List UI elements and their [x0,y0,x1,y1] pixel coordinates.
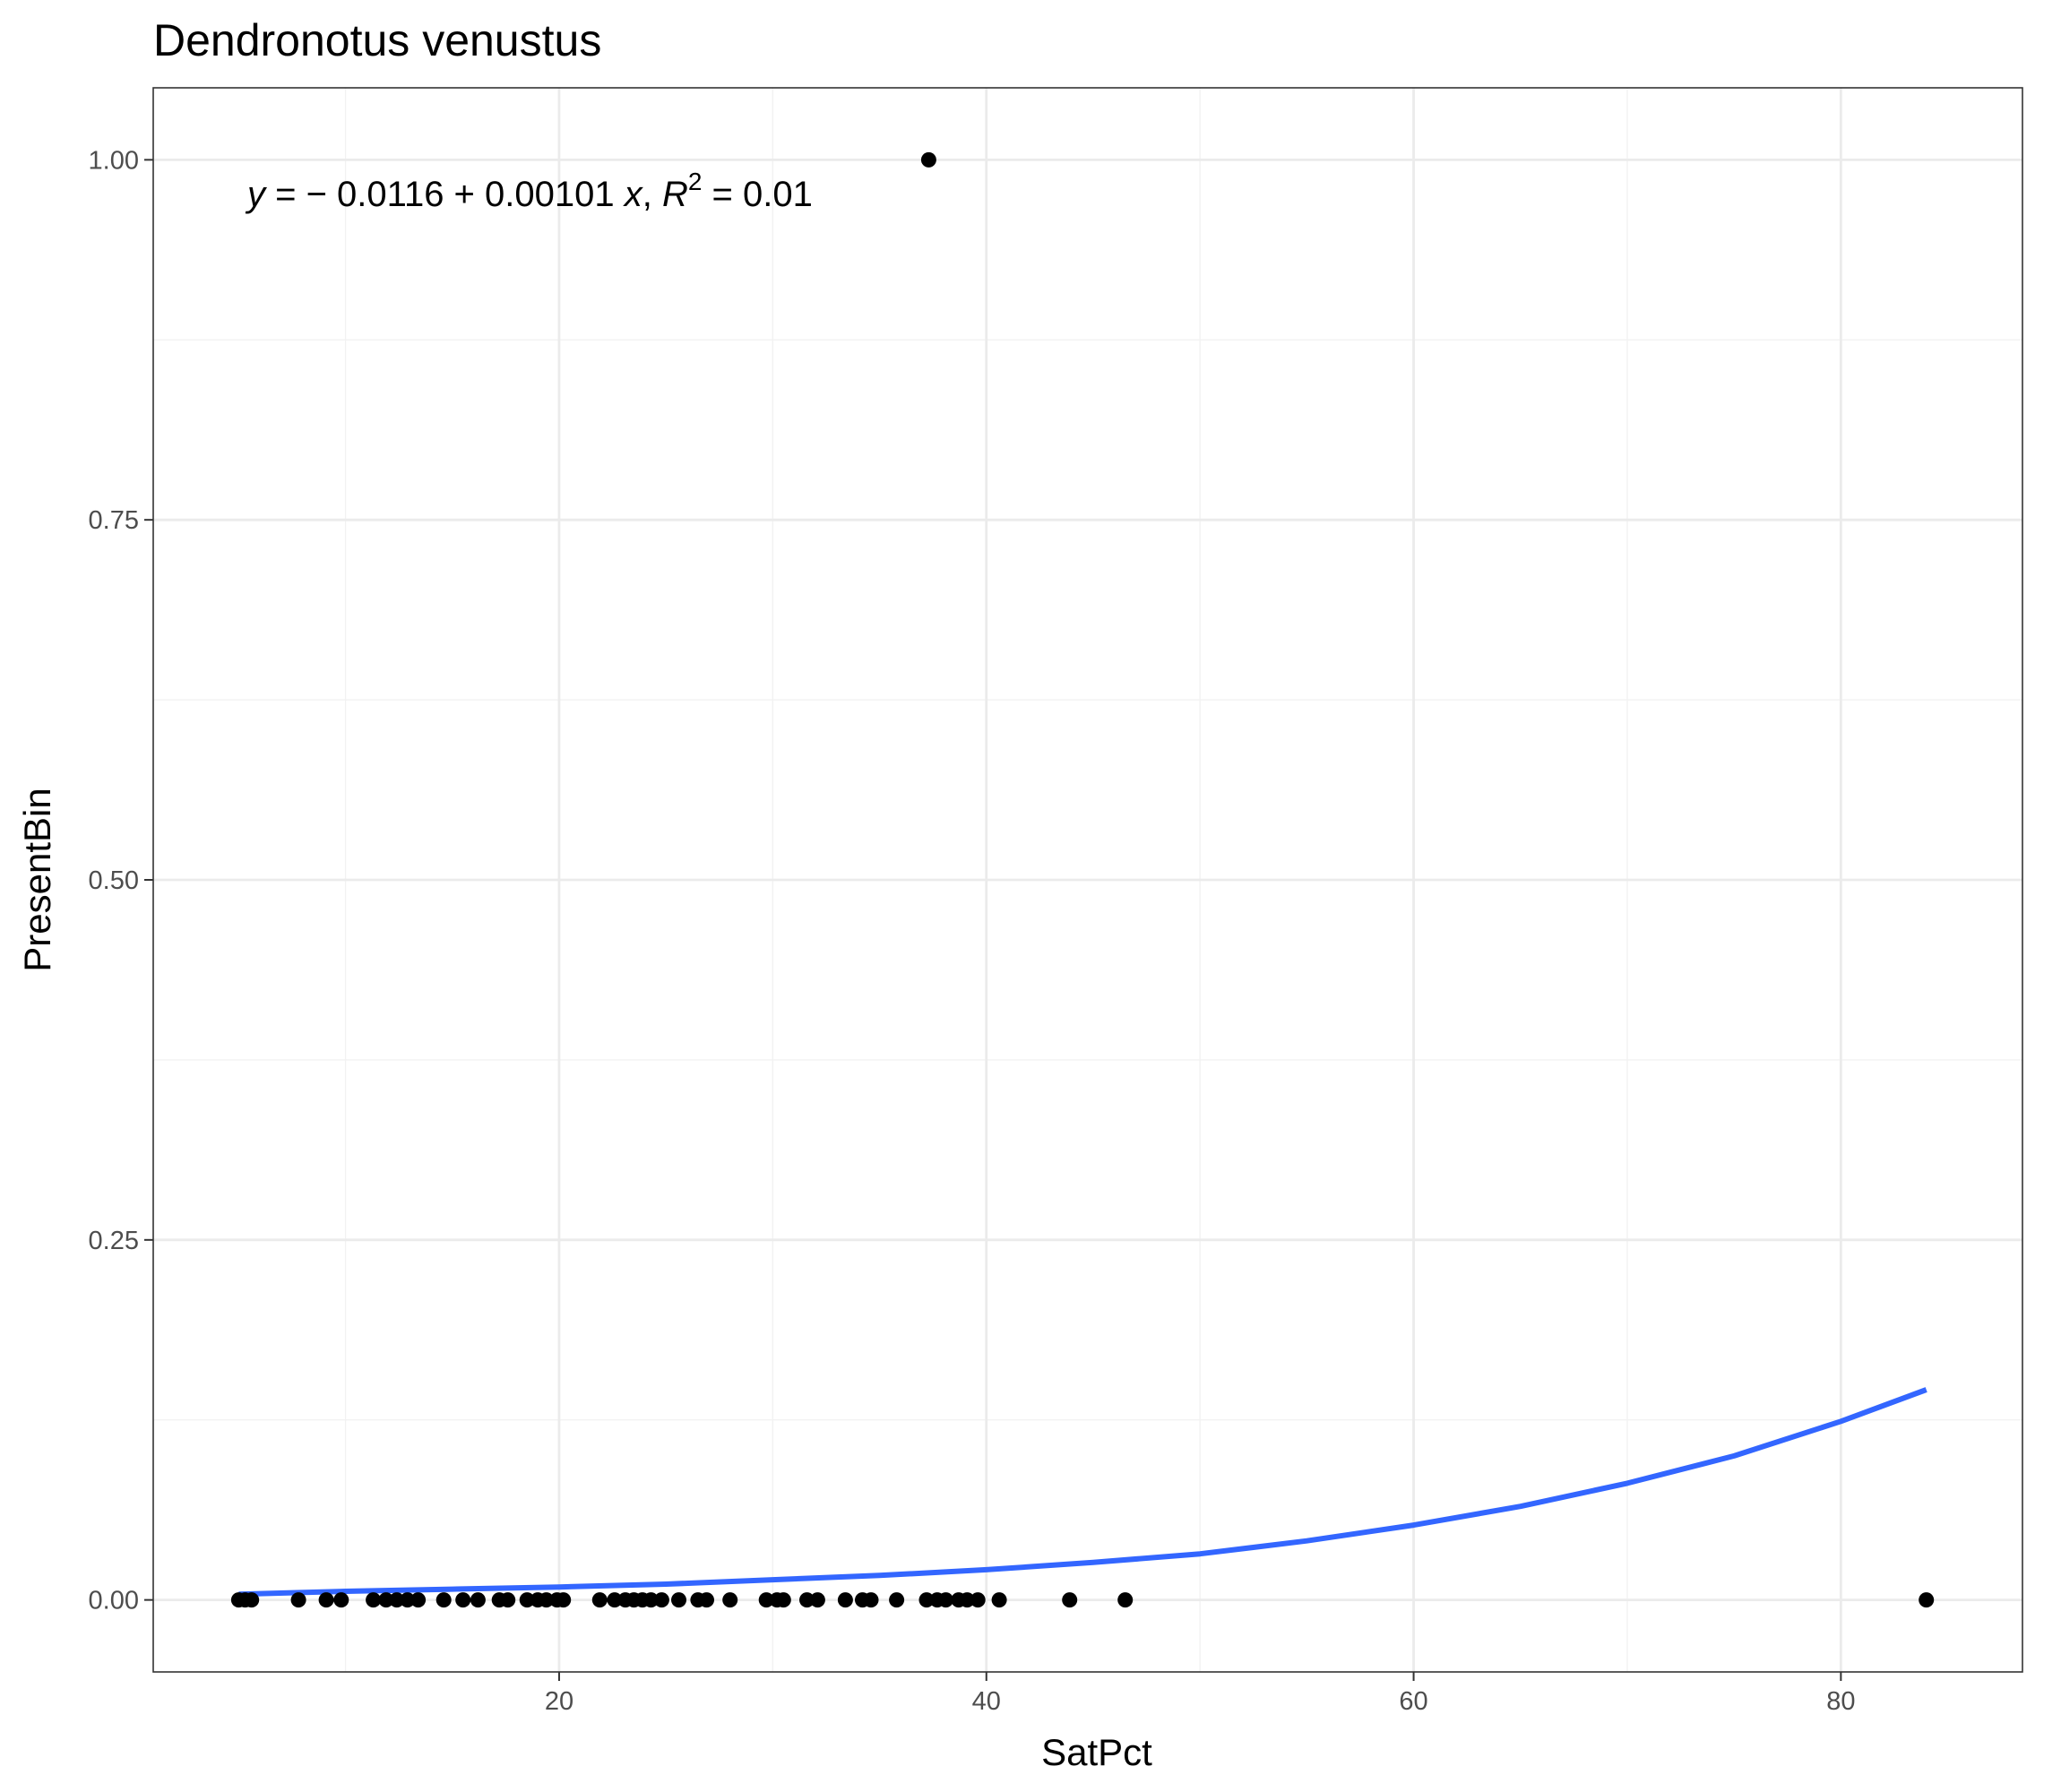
equation-r2-var: R [662,175,688,214]
data-point [455,1592,471,1608]
data-point [607,1592,623,1608]
data-point [889,1592,905,1608]
data-point [318,1592,334,1608]
data-point [389,1592,405,1608]
data-point [435,1592,452,1608]
data-point [244,1592,260,1608]
data-point [959,1592,975,1608]
y-tick-label: 0.75 [89,506,139,535]
data-point [410,1592,427,1608]
minor-gridlines [153,88,2022,1672]
y-axis-title: PresentBin [16,788,58,971]
data-point [809,1592,825,1608]
data-point [470,1592,486,1608]
points-layer [230,151,1935,1608]
plot-panel [152,87,2023,1673]
y-tick-label: 0.50 [89,866,139,895]
data-point [400,1592,416,1608]
data-point [366,1592,382,1608]
x-axis-title: SatPct [1041,1731,1152,1773]
x-tick-label: 40 [972,1687,1001,1716]
data-point [333,1592,349,1608]
equation-rhs: = − 0.0116 + 0.00101 [265,175,625,214]
equation-xvar: x [623,175,644,214]
data-point [290,1592,306,1608]
data-point [920,151,936,168]
data-point [671,1592,686,1608]
data-point [991,1592,1007,1608]
data-point [775,1592,791,1608]
data-point [653,1592,669,1608]
x-tick-label: 20 [545,1687,573,1716]
x-tick-label: 80 [1826,1687,1855,1716]
y-tick-label: 0.25 [89,1227,139,1255]
data-point [970,1592,986,1608]
data-point [1919,1592,1935,1608]
data-point [837,1592,853,1608]
data-point [863,1592,879,1608]
y-tick-label: 1.00 [89,146,139,175]
x-tick-label: 60 [1399,1687,1427,1716]
data-point [722,1592,738,1608]
equation-r2-rhs: = 0.01 [702,175,812,214]
y-tick-label: 0.00 [89,1587,139,1615]
equation-sep: , [642,175,662,214]
data-point [918,1592,935,1608]
data-point [1062,1592,1078,1608]
chart-title: Dendronotus venustus [153,15,601,65]
y-axis: 0.00 0.25 0.50 0.75 1.00 [89,146,153,1615]
fit-line [238,1387,1927,1598]
data-point [556,1592,572,1608]
data-point [539,1592,555,1608]
data-point [591,1592,608,1608]
data-point [699,1592,714,1608]
data-point [938,1592,953,1608]
major-gridlines [153,88,2022,1672]
equation-label: y = − 0.0116 + 0.00101 x, R2 = 0.01 [245,168,813,214]
data-point [519,1592,535,1608]
x-axis: 20 40 60 80 [545,1672,1855,1716]
equation-lhs: y [245,175,268,214]
data-point [500,1592,516,1608]
equation-r2-exp: 2 [688,168,703,195]
data-point [799,1592,815,1608]
data-point [1117,1592,1134,1608]
fit-line-layer [238,1387,1927,1598]
data-point [378,1592,394,1608]
data-point [643,1592,659,1608]
data-point [758,1592,774,1608]
